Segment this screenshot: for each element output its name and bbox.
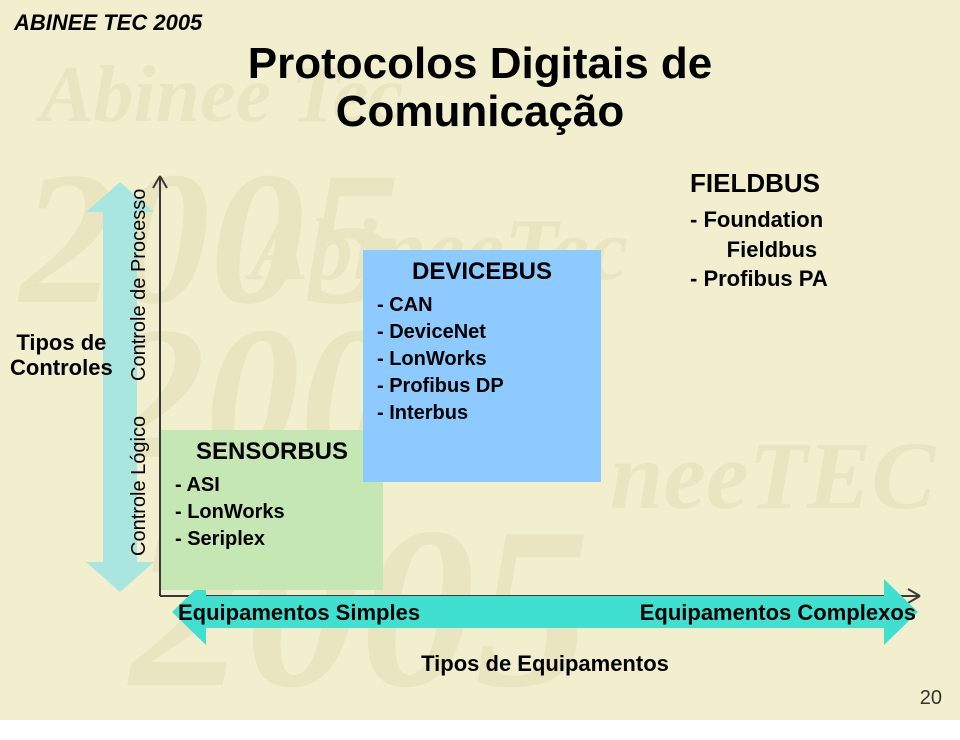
- sensorbus-box: SENSORBUS - ASI- LonWorks- Seriplex: [161, 430, 383, 590]
- sensorbus-label: SENSORBUS: [175, 438, 369, 466]
- sensorbus-items: - ASI- LonWorks- Seriplex: [175, 472, 369, 553]
- y-tick-top-label: Controle de Processo: [128, 189, 151, 381]
- title-line-2: Comunicação: [336, 87, 625, 136]
- x-tick-right-label: Equipamentos Complexos: [640, 600, 916, 626]
- y-tick-bottom-label: Controle Lógico: [128, 416, 151, 556]
- fieldbus-label: FIELDBUS: [690, 168, 892, 199]
- fieldbus-box: FIELDBUS - Foundation Fieldbus - Profibu…: [676, 160, 906, 308]
- devicebus-box: DEVICEBUS - CAN- DeviceNet- LonWorks- Pr…: [363, 250, 601, 482]
- event-header: ABINEE TEC 2005: [14, 10, 202, 36]
- x-axis-title: Tipos de Equipamentos: [0, 651, 960, 677]
- fieldbus-items: - Foundation Fieldbus - Profibus PA: [690, 205, 892, 294]
- y-axis-label-line2: Controles: [10, 355, 113, 380]
- devicebus-label: DEVICEBUS: [377, 258, 587, 286]
- title-line-1: Protocolos Digitais de: [248, 39, 713, 88]
- devicebus-items: - CAN- DeviceNet- LonWorks- Profibus DP-…: [377, 292, 587, 427]
- y-axis-label-line1: Tipos de: [16, 330, 106, 355]
- page-number: 20: [920, 687, 942, 710]
- slide-title: Protocolos Digitais de Comunicação: [0, 40, 960, 137]
- y-axis-category-label: Tipos de Controles: [10, 330, 113, 381]
- x-tick-left-label: Equipamentos Simples: [178, 600, 420, 626]
